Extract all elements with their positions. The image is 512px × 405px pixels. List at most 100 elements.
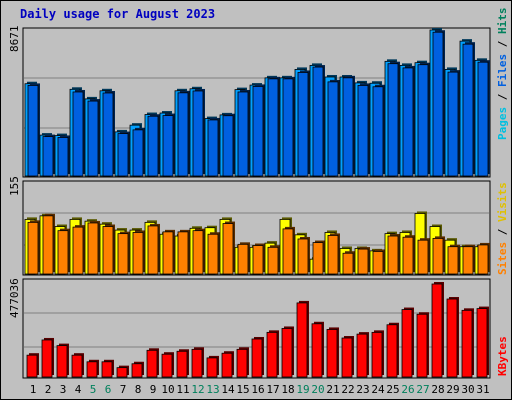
day-label: 11 xyxy=(176,383,189,396)
files-bar xyxy=(87,99,100,177)
sites-bar xyxy=(312,240,325,275)
day-label: 24 xyxy=(371,383,385,396)
files-bar xyxy=(147,114,160,177)
legend-kbytes: KBytes xyxy=(496,336,509,376)
files-bar xyxy=(402,65,415,177)
files-bar xyxy=(282,76,295,177)
files-bar xyxy=(462,42,475,177)
sites-bar xyxy=(192,228,205,275)
panel-kbytes xyxy=(22,278,491,379)
sites-bar xyxy=(177,229,190,275)
day-label: 20 xyxy=(311,383,324,396)
day-label: 16 xyxy=(251,383,264,396)
day-label: 25 xyxy=(386,383,399,396)
day-label: 21 xyxy=(326,383,339,396)
kbytes-bar xyxy=(266,330,279,378)
day-label: 10 xyxy=(161,383,174,396)
svg-text:Pages / Files / Hits: Pages / Files / Hits xyxy=(496,8,509,141)
files-bar xyxy=(237,89,250,177)
files-bar xyxy=(222,113,235,177)
kbytes-bar xyxy=(431,282,444,378)
day-label: 28 xyxy=(431,383,444,396)
kbytes-bar xyxy=(26,353,39,378)
files-bar xyxy=(372,84,385,177)
hits-files-bars xyxy=(24,28,490,177)
legend-kbytes-label: KBytes xyxy=(496,336,509,376)
files-bar xyxy=(312,65,325,177)
sites-bar xyxy=(447,244,460,275)
day-labels: 1 2 3 4 5 6 7 8 9 10 11 12 13 14 15 16 17 18 19 20 21 22 23 24 2… xyxy=(30,383,490,396)
sites-bar xyxy=(57,228,70,275)
day-label: 31 xyxy=(476,383,489,396)
kbytes-bar xyxy=(356,332,369,378)
kbytes-bar xyxy=(281,326,294,378)
day-label: 9 xyxy=(150,383,157,396)
sites-bar xyxy=(342,251,355,275)
day-label: 12 xyxy=(191,383,204,396)
day-label: 15 xyxy=(236,383,249,396)
sites-bar xyxy=(42,213,55,275)
day-label: 26 xyxy=(401,383,414,396)
day-label: 19 xyxy=(296,383,309,396)
legend-files: Files xyxy=(496,54,509,87)
sites-bar xyxy=(282,226,295,275)
sites-bar xyxy=(417,238,430,275)
sites-bar xyxy=(387,234,400,275)
kbytes-bar xyxy=(296,300,309,378)
day-label: 18 xyxy=(281,383,294,396)
day-label: 3 xyxy=(60,383,67,396)
kbytes-bar xyxy=(341,336,354,378)
kbytes-bar xyxy=(56,343,69,378)
files-bar xyxy=(57,135,70,177)
files-bar xyxy=(177,90,190,177)
files-bar xyxy=(132,127,145,177)
kbytes-bar xyxy=(251,336,264,378)
sites-bar xyxy=(327,233,340,275)
files-bar xyxy=(477,60,490,177)
files-bar xyxy=(357,83,370,177)
kbytes-bar xyxy=(191,347,204,378)
kbytes-bar xyxy=(476,306,489,378)
files-bar xyxy=(342,75,355,177)
kbytes-bar xyxy=(416,312,429,378)
files-bar xyxy=(72,89,85,177)
svg-text:Sites / Visits: Sites / Visits xyxy=(496,182,509,275)
files-bar xyxy=(27,83,40,177)
day-label: 23 xyxy=(356,383,369,396)
day-label: 2 xyxy=(45,383,52,396)
files-bar xyxy=(327,79,340,177)
sites-bar xyxy=(297,236,310,275)
day-label: 6 xyxy=(105,383,112,396)
kbytes-bar xyxy=(206,355,219,378)
kbytes-bar xyxy=(131,361,144,378)
files-bar xyxy=(42,134,55,177)
sites-bar xyxy=(207,232,220,275)
sites-bar xyxy=(87,220,100,275)
sites-bar xyxy=(72,225,85,275)
panel-sites-visits xyxy=(22,180,491,276)
legend-sites-visits: Sites / Visits xyxy=(496,182,509,275)
legend-pages: Pages xyxy=(496,107,509,140)
legend-sep-1: / xyxy=(496,87,509,107)
files-bar xyxy=(297,70,310,177)
kbytes-bar xyxy=(386,322,399,378)
day-label: 8 xyxy=(135,383,142,396)
sites-bar xyxy=(267,245,280,275)
sites-bar xyxy=(402,235,415,275)
legend-sep-3: / xyxy=(496,222,509,242)
day-label: 13 xyxy=(206,383,219,396)
sites-bar xyxy=(237,242,250,275)
sites-bar xyxy=(102,224,115,275)
kbytes-bar xyxy=(176,349,189,378)
day-label: 4 xyxy=(75,383,82,396)
kbytes-bar xyxy=(101,359,114,378)
day-label: 17 xyxy=(266,383,279,396)
files-bar xyxy=(117,131,130,177)
legend-sites: Sites xyxy=(496,242,509,275)
day-label: 29 xyxy=(446,383,459,396)
kbytes-bar xyxy=(446,297,459,378)
files-bar xyxy=(102,90,115,177)
kbytes-bar xyxy=(86,359,99,378)
legend-sep-2: / xyxy=(496,34,509,54)
files-bar xyxy=(387,61,400,177)
